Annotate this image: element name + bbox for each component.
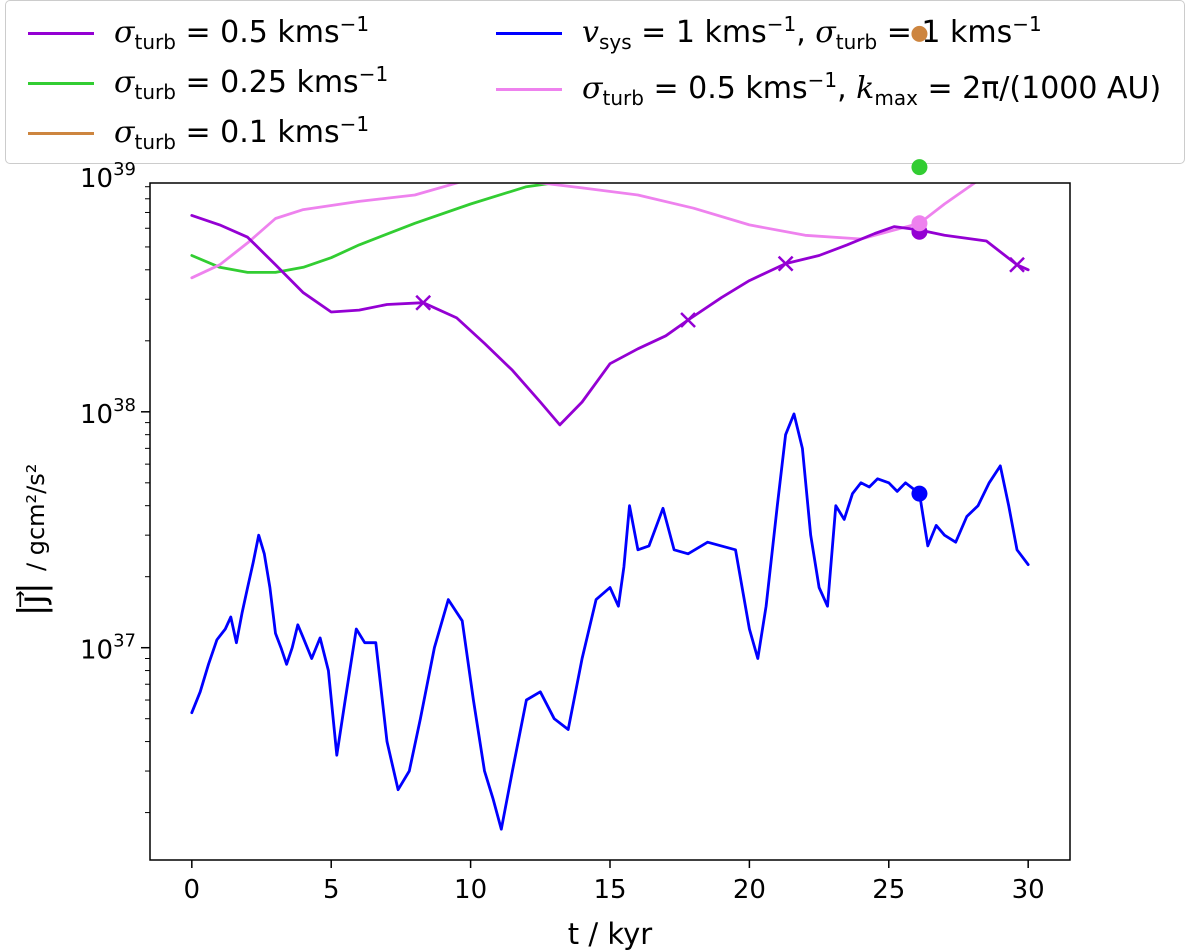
x-tick-label: 0	[184, 875, 201, 905]
legend-item-vsys-1: vsys = 1 kms−1, σturb = 1 kms−1	[496, 12, 1042, 54]
legend-item-sigma-0.25: σturb = 0.25 kms−1	[28, 62, 388, 104]
legend: σturb = 0.5 kms−1 σturb = 0.25 kms−1 σtu…	[5, 0, 1185, 164]
legend-item-sigma-0.5: σturb = 0.5 kms−1	[28, 12, 369, 54]
y-axis-ticks: 1037 1038 1039	[80, 159, 150, 814]
series-0-cross-1	[680, 312, 696, 328]
y-axis-label-symbol: |j⃗|	[12, 582, 53, 616]
x-tick-label: 25	[872, 875, 905, 905]
x-tick-label: 30	[1012, 875, 1045, 905]
x-tick-label: 15	[593, 875, 626, 905]
x-tick-label: 20	[733, 875, 766, 905]
legend-swatch	[28, 131, 94, 135]
x-tick-label: 5	[323, 875, 340, 905]
plot-series	[190, 30, 1030, 831]
legend-item-kmax: σturb = 0.5 kms−1, kmax = 2π/(1000 AU)	[496, 68, 1161, 110]
y-tick-label: 1037	[80, 631, 136, 666]
legend-swatch	[28, 31, 94, 35]
legend-swatch	[496, 87, 562, 91]
series-3-dot	[911, 485, 928, 502]
series-line-1	[190, 183, 564, 274]
y-tick-label: 1039	[80, 159, 136, 194]
x-tick-label: 10	[454, 875, 487, 905]
y-axis-label: |j⃗| / gcm²/s²	[12, 464, 53, 617]
legend-swatch	[496, 31, 562, 35]
svg-text:|j⃗| / gcm²/s²: |j⃗| / gcm²/s²	[12, 464, 53, 617]
x-axis-ticks: 0 5 10 15 20 25 30	[184, 860, 1045, 905]
y-axis-label-unit: / gcm²/s²	[22, 464, 50, 571]
series-line-3	[190, 412, 1030, 831]
x-axis-label: t / kyr	[568, 917, 653, 951]
series-0-cross-2	[777, 255, 794, 272]
legend-swatch	[28, 81, 94, 85]
y-tick-label: 1038	[80, 395, 136, 430]
series-0-cross-0	[415, 294, 432, 311]
plot-frame	[149, 182, 1071, 861]
series-line-0	[190, 213, 1030, 427]
series-line-4	[190, 183, 977, 280]
legend-item-sigma-0.1: σturb = 0.1 kms−1	[28, 112, 369, 154]
plot-markers	[415, 25, 1025, 502]
series-2-dot	[911, 25, 928, 42]
series-4-dot	[911, 215, 928, 232]
series-1-dot	[911, 159, 928, 176]
series-line-2	[192, 30, 1028, 141]
series-0-cross-3	[1009, 256, 1025, 273]
